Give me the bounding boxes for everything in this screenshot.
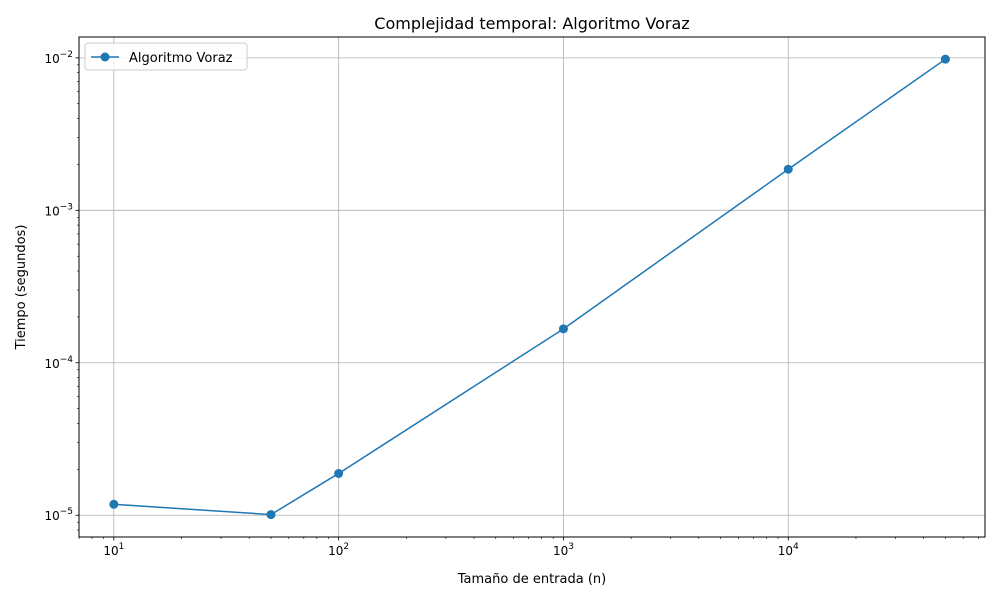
y-axis: 10−5 10−4 10−3 10−2 — [44, 50, 79, 531]
x-tick-label: 102 — [328, 542, 349, 558]
series-line — [113, 58, 946, 516]
x-tick-label: 104 — [778, 542, 799, 558]
legend-label: Algoritmo Voraz — [129, 51, 233, 66]
series-layer — [109, 54, 950, 520]
x-tick-label: 101 — [103, 542, 124, 558]
x-axis: 101 102 103 104 — [78, 537, 979, 558]
data-point — [558, 324, 568, 334]
y-axis-label: Tiempo (segundos) — [14, 225, 29, 351]
chart-title: Complejidad temporal: Algoritmo Voraz — [374, 14, 689, 33]
data-point — [266, 510, 276, 520]
x-axis-label: Tamaño de entrada (n) — [457, 572, 606, 587]
legend: Algoritmo Voraz — [84, 42, 248, 71]
data-point — [334, 468, 344, 478]
grid-lines — [79, 37, 985, 537]
data-point — [109, 499, 119, 509]
y-tick-label: 10−3 — [44, 202, 73, 218]
plot-frame — [78, 36, 986, 538]
y-tick-label: 10−2 — [44, 50, 73, 66]
y-tick-label: 10−5 — [44, 507, 73, 523]
data-point — [940, 54, 950, 64]
y-tick-label: 10−4 — [44, 355, 73, 371]
legend-marker-swatch — [100, 52, 110, 62]
data-point — [783, 164, 793, 174]
legend-box — [84, 42, 248, 71]
x-tick-label: 103 — [553, 542, 574, 558]
